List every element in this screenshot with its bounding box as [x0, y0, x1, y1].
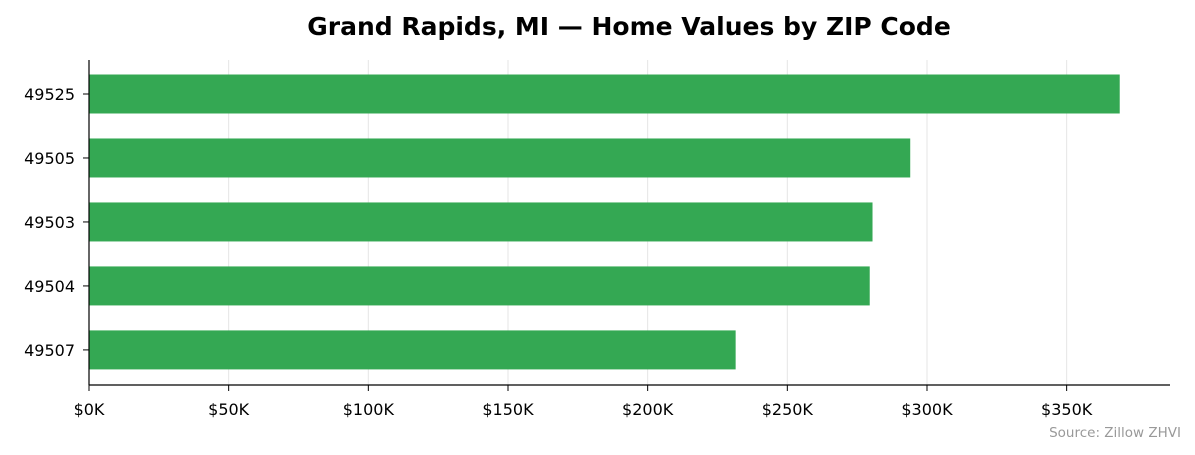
chart-title: Grand Rapids, MI — Home Values by ZIP Co…	[307, 12, 951, 41]
y-tick-label: 49504	[24, 277, 75, 296]
bar-49505	[89, 138, 911, 178]
axes	[88, 60, 1170, 386]
x-tick-label: $300K	[901, 400, 953, 419]
x-tick-label: $100K	[343, 400, 395, 419]
y-tick-label: 49505	[24, 149, 75, 168]
x-tick-label: $350K	[1041, 400, 1093, 419]
x-tick-label: $50K	[208, 400, 250, 419]
bar-49525	[89, 74, 1120, 114]
bar-49503	[89, 202, 873, 242]
y-tick-label: 49503	[24, 213, 75, 232]
y-tick-label: 49525	[24, 85, 75, 104]
x-tick-label: $250K	[762, 400, 814, 419]
source-note: Source: Zillow ZHVI	[1049, 425, 1181, 441]
x-tick-label: $200K	[622, 400, 674, 419]
bar-49504	[89, 266, 870, 306]
x-tick-label: $0K	[74, 400, 105, 419]
x-tick-label: $150K	[482, 400, 534, 419]
bar-49507	[89, 330, 736, 370]
y-ticks: 49525 49505 49503 49504 49507	[24, 85, 89, 360]
x-ticks: $0K $50K $100K $150K $200K $250K $300K $350K	[74, 385, 1093, 419]
bars	[89, 74, 1120, 370]
y-tick-label: 49507	[24, 341, 75, 360]
